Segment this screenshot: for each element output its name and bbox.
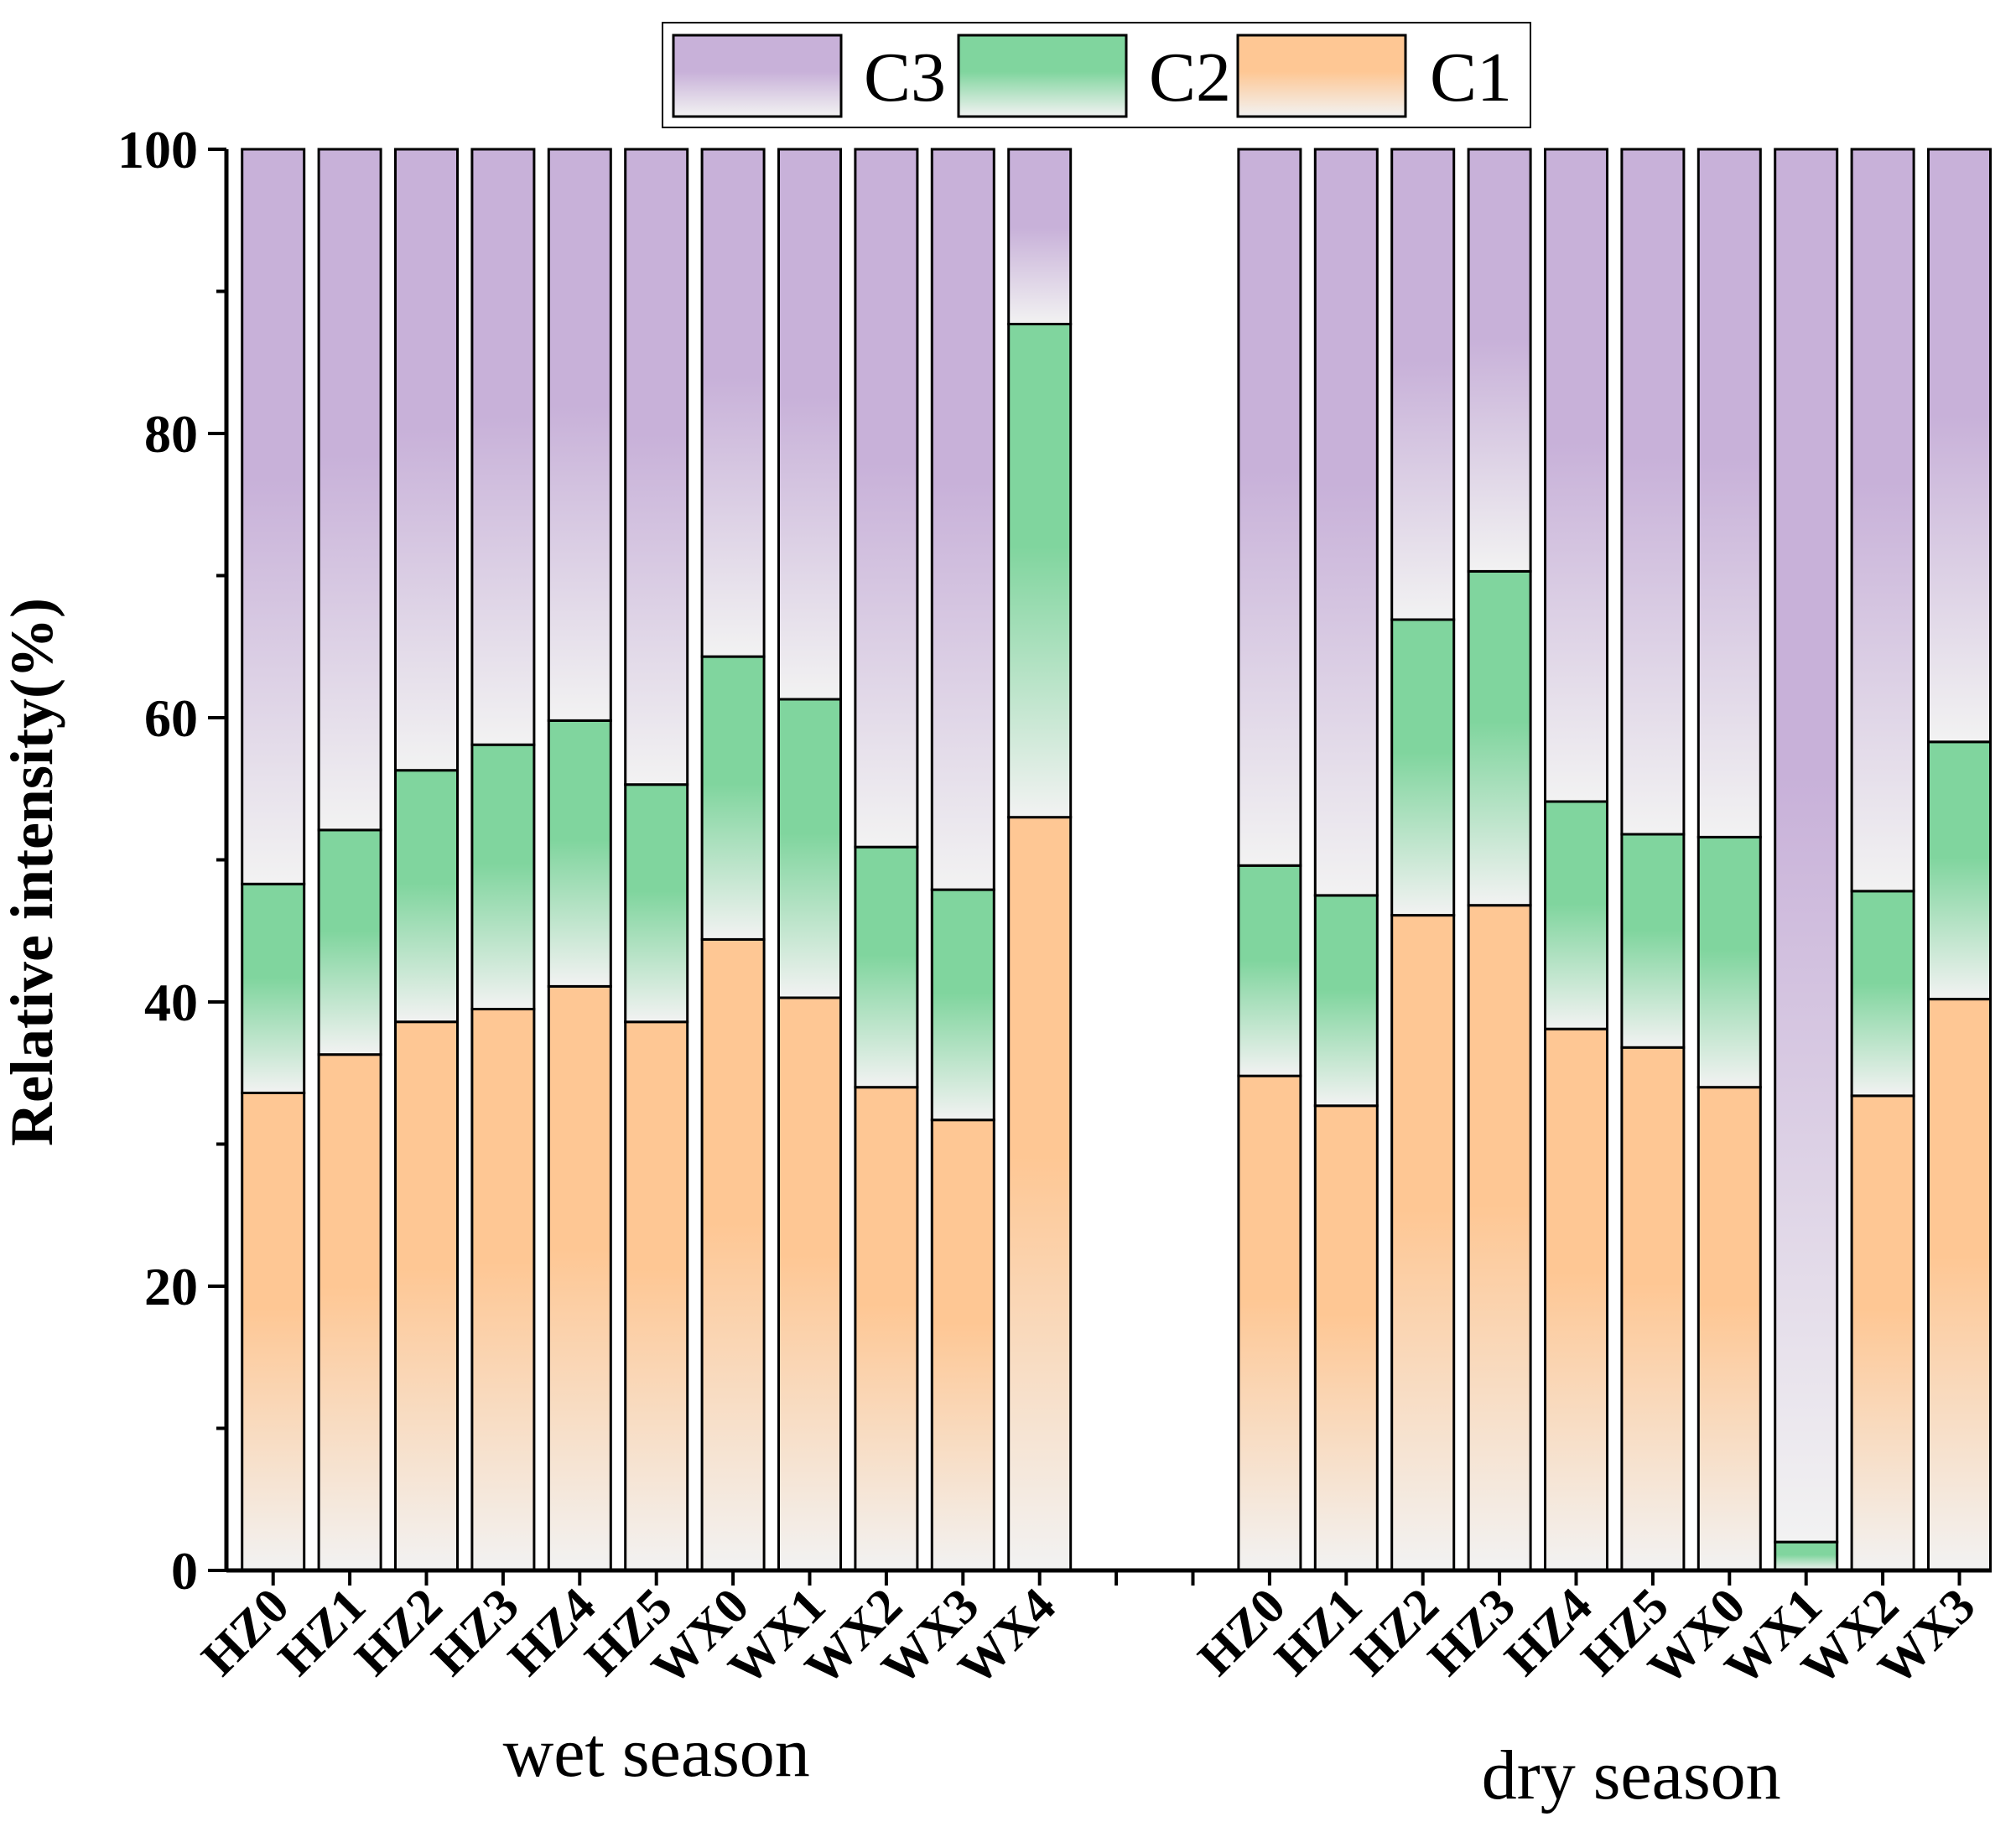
bar-wet-season-hz2-c1 — [394, 1020, 459, 1572]
bar-dry-season-wx2-c1 — [1850, 1094, 1915, 1572]
bar-dry-season-hz4-c2 — [1544, 800, 1608, 1030]
bar-wet-season-hz3-c1 — [470, 1008, 536, 1572]
bar-wet-season-wx2-c1 — [854, 1086, 919, 1572]
bar-dry-season-wx1-c3 — [1774, 148, 1839, 1544]
bar-dry-season-hz4-c3 — [1544, 148, 1608, 803]
bar-dry-season-hz5-c1 — [1620, 1046, 1686, 1572]
bar-wet-season-hz4-c3 — [547, 148, 612, 722]
bar-dry-season-wx2-c2 — [1850, 890, 1915, 1098]
bar-wet-season-wx3-c1 — [930, 1119, 995, 1572]
y-tick-label: 80 — [144, 404, 198, 464]
bars-layer — [241, 148, 1992, 1572]
bar-dry-season-hz5-c3 — [1620, 148, 1686, 836]
bar-dry-season-hz1-c3 — [1313, 148, 1379, 897]
legend: C3 C2 C1 — [662, 22, 1531, 128]
bar-wet-season-wx0-c2 — [700, 655, 766, 941]
bar-wet-season-hz0-c2 — [241, 882, 306, 1095]
bar-wet-season-wx1-c2 — [777, 698, 842, 999]
bar-wet-season-hz2-c2 — [394, 769, 459, 1024]
legend-swatch-c1 — [1236, 34, 1407, 118]
bar-dry-season-hz5-c2 — [1620, 833, 1686, 1049]
bar-wet-season-wx0-c1 — [700, 937, 766, 1572]
bar-dry-season-hz0-c1 — [1237, 1074, 1302, 1572]
bar-wet-season-wx1-c1 — [777, 996, 842, 1572]
bar-wet-season-hz1-c1 — [317, 1053, 382, 1572]
bar-wet-season-wx2-c3 — [854, 148, 919, 849]
bar-wet-season-hz2-c3 — [394, 148, 459, 772]
bar-dry-season-hz4-c1 — [1544, 1027, 1608, 1572]
bar-wet-season-wx4-c3 — [1007, 148, 1073, 325]
y-tick-label: 60 — [144, 688, 198, 748]
bar-wet-season-wx2-c2 — [854, 845, 919, 1089]
bar-dry-season-hz0-c2 — [1237, 864, 1302, 1077]
bar-dry-season-hz1-c1 — [1313, 1104, 1379, 1572]
legend-swatch-c2 — [957, 34, 1128, 118]
bar-wet-season-hz0-c3 — [241, 148, 306, 885]
bar-wet-season-wx0-c3 — [700, 148, 766, 658]
bar-dry-season-hz1-c2 — [1313, 894, 1379, 1108]
y-tick-label: 0 — [171, 1541, 198, 1601]
bar-dry-season-wx0-c2 — [1696, 835, 1762, 1089]
bar-wet-season-hz3-c3 — [470, 148, 536, 746]
bar-wet-season-wx3-c2 — [930, 888, 995, 1122]
bar-dry-season-hz3-c3 — [1467, 148, 1532, 573]
bar-wet-season-hz3-c2 — [470, 743, 536, 1010]
bar-wet-season-hz1-c3 — [317, 148, 382, 832]
bar-wet-season-hz4-c2 — [547, 719, 612, 988]
bar-wet-season-hz5-c1 — [624, 1020, 689, 1572]
group-label-wet-season: wet season — [503, 1714, 810, 1792]
bar-wet-season-hz1-c2 — [317, 828, 382, 1056]
bar-dry-season-hz2-c1 — [1390, 914, 1456, 1572]
bar-dry-season-wx3-c1 — [1927, 998, 1992, 1572]
y-tick-label: 40 — [144, 973, 198, 1032]
bar-wet-season-wx4-c2 — [1007, 323, 1073, 819]
group-label-dry-season: dry season — [1482, 1736, 1781, 1814]
bar-dry-season-wx0-c3 — [1696, 148, 1762, 838]
bar-wet-season-wx4-c1 — [1007, 816, 1073, 1572]
bar-dry-season-hz3-c1 — [1467, 904, 1532, 1572]
bar-dry-season-hz2-c3 — [1390, 148, 1456, 621]
bar-wet-season-hz0-c1 — [241, 1092, 306, 1572]
bar-wet-season-hz5-c2 — [624, 783, 689, 1024]
bar-dry-season-wx3-c2 — [1927, 740, 1992, 1001]
bar-wet-season-wx3-c3 — [930, 148, 995, 891]
bar-dry-season-hz3-c2 — [1467, 569, 1532, 907]
legend-label-c1: C1 — [1430, 39, 1512, 117]
bar-dry-season-hz2-c2 — [1390, 618, 1456, 917]
y-tick-label: 100 — [117, 120, 198, 179]
bar-wet-season-hz5-c3 — [624, 148, 689, 786]
legend-label-c3: C3 — [864, 39, 946, 117]
legend-swatch-c3 — [672, 34, 843, 118]
legend-label-c2: C2 — [1149, 39, 1231, 117]
y-tick-label: 20 — [144, 1257, 198, 1316]
bar-dry-season-wx2-c3 — [1850, 148, 1915, 893]
bar-dry-season-wx3-c3 — [1927, 148, 1992, 744]
bar-wet-season-hz4-c1 — [547, 984, 612, 1572]
bar-wet-season-wx1-c3 — [777, 148, 842, 701]
bar-dry-season-wx1-c2 — [1774, 1540, 1839, 1572]
y-axis-title: Relative intensity(%) — [0, 598, 65, 1146]
bar-dry-season-hz0-c3 — [1237, 148, 1302, 867]
bar-dry-season-wx0-c1 — [1696, 1086, 1762, 1572]
